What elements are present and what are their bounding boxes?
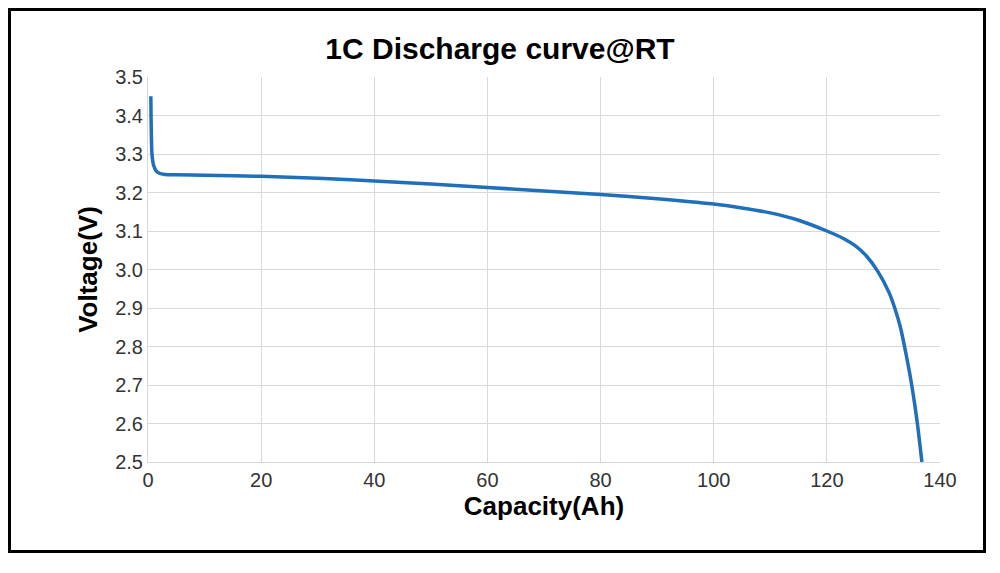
- svg-text:3.5: 3.5: [115, 66, 143, 88]
- svg-text:140: 140: [923, 469, 956, 491]
- svg-text:120: 120: [810, 469, 843, 491]
- svg-text:40: 40: [363, 469, 385, 491]
- svg-text:100: 100: [697, 469, 730, 491]
- svg-text:2.7: 2.7: [115, 374, 143, 396]
- svg-text:Voltage(V): Voltage(V): [73, 206, 103, 333]
- svg-text:3.0: 3.0: [115, 259, 143, 281]
- svg-text:3.1: 3.1: [115, 220, 143, 242]
- svg-text:3.4: 3.4: [115, 105, 143, 127]
- svg-text:2.8: 2.8: [115, 336, 143, 358]
- svg-text:3.2: 3.2: [115, 182, 143, 204]
- svg-text:Capacity(Ah): Capacity(Ah): [464, 491, 624, 521]
- svg-text:60: 60: [476, 469, 498, 491]
- svg-text:80: 80: [589, 469, 611, 491]
- svg-text:2.5: 2.5: [115, 451, 143, 473]
- svg-text:2.6: 2.6: [115, 413, 143, 435]
- svg-text:0: 0: [142, 469, 153, 491]
- svg-text:3.3: 3.3: [115, 143, 143, 165]
- svg-text:2.9: 2.9: [115, 297, 143, 319]
- svg-text:1C Discharge curve@RT: 1C Discharge curve@RT: [325, 32, 674, 65]
- svg-text:20: 20: [250, 469, 272, 491]
